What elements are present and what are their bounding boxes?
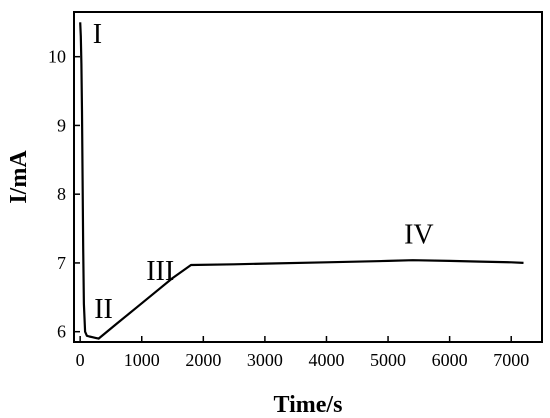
series-line [79, 22, 524, 340]
region-label: II [94, 294, 113, 325]
x-axis-title: Time/s [274, 392, 343, 418]
x-tick-label: 7000 [493, 350, 529, 370]
x-tick-label: 6000 [432, 350, 468, 370]
y-tick-label: 8 [57, 184, 66, 204]
x-tick-label: 2000 [185, 350, 221, 370]
x-tick-label: 3000 [247, 350, 283, 370]
region-label: III [146, 256, 174, 287]
y-tick-label: 7 [57, 253, 66, 273]
x-tick-label: 5000 [370, 350, 406, 370]
plot-frame [73, 11, 543, 343]
x-tick-label: 1000 [124, 350, 160, 370]
y-tick-label: 10 [48, 47, 66, 67]
y-axis-title: I/mA [6, 150, 32, 204]
x-axis-ticks: 0 1000 2000 3000 4000 5000 6000 7000 [76, 336, 529, 370]
region-label: IV [404, 220, 434, 251]
y-axis-ticks: 6 7 8 9 10 [48, 47, 80, 342]
x-tick-label: 4000 [308, 350, 344, 370]
y-tick-label: 9 [57, 115, 66, 135]
y-tick-label: 6 [57, 322, 66, 342]
x-tick-label: 0 [76, 350, 85, 370]
region-label: I [93, 19, 102, 50]
